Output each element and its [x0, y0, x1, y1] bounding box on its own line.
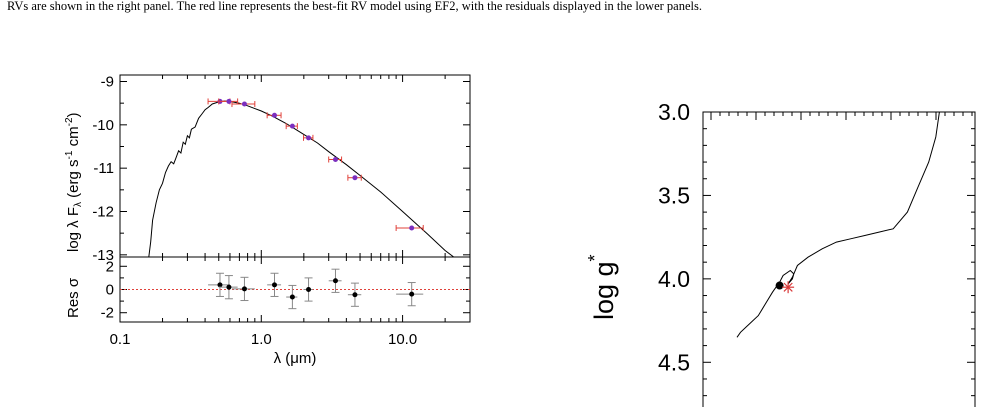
- hr-ytick-label: 3.0: [658, 99, 690, 125]
- res-data-point: [306, 287, 312, 292]
- sed-data-point: [306, 135, 312, 141]
- sed-xtick-label: 0.1: [110, 331, 131, 348]
- sed-data-point: [226, 98, 232, 104]
- hr-star-point: [775, 281, 784, 290]
- residual-plot: 0.1 1.0 10.0 2 0 -2: [101, 257, 471, 348]
- res-ytick-label: 0: [106, 282, 114, 299]
- res-data-point: [226, 284, 232, 290]
- res-data-point: [217, 282, 223, 288]
- hr-ytick-label: 4.0: [658, 266, 690, 292]
- sed-xlabel: λ (μm): [274, 350, 317, 367]
- sed-xtick-label: 10.0: [388, 331, 417, 348]
- hr-plot: 3.0 3.5 4.0 4.5: [658, 99, 975, 397]
- residual-ylabel: Res σ: [65, 277, 82, 318]
- res-ytick-label: -2: [101, 305, 114, 322]
- sed-ytick-label: -13: [92, 247, 114, 264]
- figure-caption: RVs are shown in the right panel. The re…: [7, 0, 979, 13]
- hr-ytick-label: 4.5: [658, 349, 690, 375]
- sed-ytick-label: -9: [101, 74, 114, 91]
- sed-ytick-label: -12: [92, 204, 114, 221]
- res-data-point: [352, 292, 358, 298]
- res-ytick-label: 2: [106, 258, 114, 275]
- sed-data-point: [352, 175, 358, 181]
- res-data-point: [332, 278, 338, 284]
- hr-frame: [702, 111, 976, 407]
- sed-ytick-label: -10: [92, 117, 114, 134]
- hr-model-asterisk: [783, 282, 793, 292]
- hr-ytick-label: 3.5: [658, 182, 690, 208]
- caption-text: RVs are shown in the right panel. The re…: [7, 0, 702, 13]
- res-data-point: [271, 282, 277, 288]
- sed-data-point: [241, 101, 247, 107]
- sed-ytick-label: -11: [93, 160, 114, 177]
- sed-ylabel: log λ Fλ (erg s-1 cm-2): [64, 112, 84, 252]
- res-data-point: [241, 286, 247, 292]
- sed-data-point: [409, 225, 415, 231]
- sed-data-point: [271, 112, 277, 118]
- res-data-point: [289, 294, 295, 300]
- hr-evolution-track: [736, 111, 940, 338]
- sed-plot: -9 -10 -11 -12 -13: [92, 74, 471, 264]
- res-data-point: [409, 291, 415, 297]
- sed-data-point: [289, 123, 295, 129]
- sed-model-line: [148, 100, 455, 258]
- sed-data-point: [332, 157, 338, 162]
- hr-ylabel: log g*: [585, 254, 619, 320]
- sed-frame: [119, 74, 471, 258]
- sed-xtick-label: 1.0: [251, 331, 272, 348]
